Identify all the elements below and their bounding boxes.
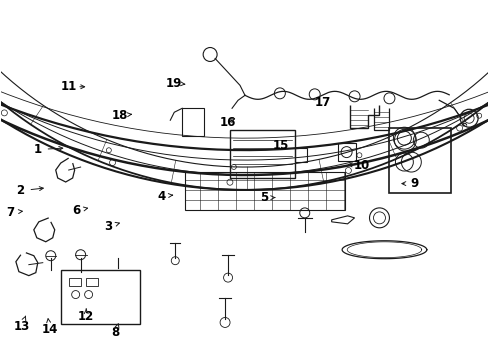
Text: 13: 13 <box>13 320 29 333</box>
Bar <box>294 148 306 162</box>
Text: 3: 3 <box>104 220 112 233</box>
Text: 2: 2 <box>16 184 24 197</box>
Bar <box>61 270 140 324</box>
Bar <box>182 108 203 136</box>
Text: 16: 16 <box>219 116 235 129</box>
Text: 10: 10 <box>352 159 369 172</box>
Bar <box>85 278 98 285</box>
Text: 14: 14 <box>41 323 58 336</box>
Text: 1: 1 <box>33 143 41 156</box>
Text: 18: 18 <box>112 109 128 122</box>
Bar <box>388 128 450 193</box>
Text: 8: 8 <box>111 326 119 339</box>
Text: 5: 5 <box>259 192 267 204</box>
Text: 19: 19 <box>165 77 182 90</box>
Bar <box>229 130 294 178</box>
Text: 11: 11 <box>61 80 77 93</box>
Bar <box>68 278 81 285</box>
Text: 9: 9 <box>410 177 418 190</box>
Text: 12: 12 <box>78 310 94 324</box>
Text: 17: 17 <box>314 96 330 109</box>
Text: 7: 7 <box>7 206 15 219</box>
Text: 6: 6 <box>72 204 81 217</box>
Text: 15: 15 <box>272 139 288 152</box>
Bar <box>337 143 355 161</box>
Text: 4: 4 <box>157 190 165 203</box>
